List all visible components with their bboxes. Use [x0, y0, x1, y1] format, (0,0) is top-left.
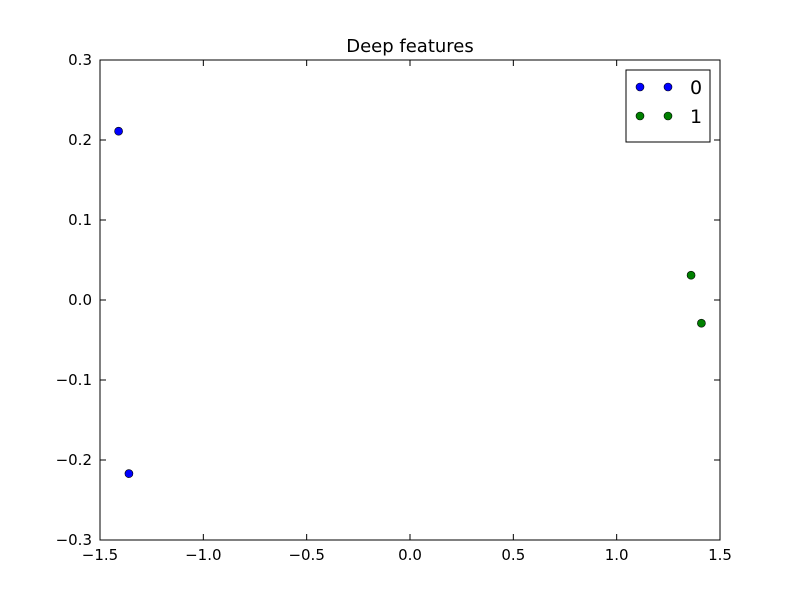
x-tick-label: 1.5 [708, 546, 732, 564]
y-tick-label: 0.1 [68, 211, 92, 229]
y-tick-label: −0.2 [56, 451, 92, 469]
legend-marker-series-0 [663, 82, 673, 92]
x-tick-label: 1.0 [605, 546, 629, 564]
y-tick-label: 0.2 [68, 131, 92, 149]
y-tick-label: 0.3 [68, 51, 92, 69]
legend-label: 1 [690, 106, 702, 128]
ticks-layer: −1.5 −1.0 −0.5 0.0 0.5 1.0 1.5 −0.3 −0.2 −0.1 0.0 0… [56, 51, 732, 564]
data-point-series-0 [114, 126, 123, 136]
legend: 01 [625, 69, 711, 143]
chart-title: Deep features [346, 36, 474, 57]
x-tick-label: 0.5 [501, 546, 525, 564]
data-point-series-1 [686, 270, 696, 280]
x-tick-label: −1.0 [185, 546, 221, 564]
plot-area-frame [99, 59, 721, 541]
y-tick-label: −0.1 [56, 371, 92, 389]
points-layer [114, 126, 706, 478]
data-point-series-1 [697, 318, 706, 328]
y-tick-label: 0.0 [68, 291, 92, 309]
x-tick-label: 0.0 [398, 546, 422, 564]
legend-box [625, 69, 711, 143]
data-point-series-0 [124, 469, 134, 478]
legend-label: 0 [690, 77, 702, 99]
y-tick-label: −0.3 [56, 531, 92, 549]
x-tick-label: −0.5 [288, 546, 324, 564]
legend-marker-series-0 [635, 82, 645, 92]
legend-marker-series-1 [635, 111, 645, 121]
x-tick-label: −1.5 [82, 546, 118, 564]
legend-marker-series-1 [663, 111, 673, 121]
